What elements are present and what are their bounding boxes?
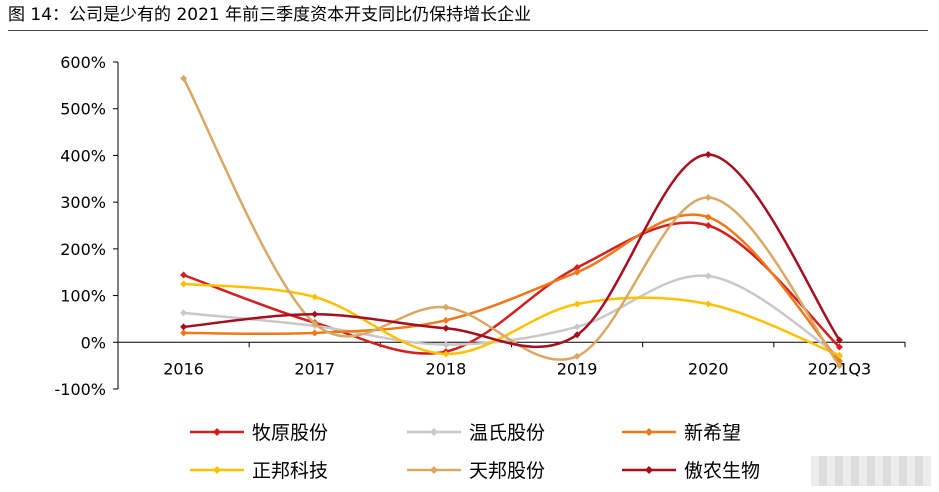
legend-item: 正邦科技 (190, 460, 328, 482)
data-point-marker (704, 300, 712, 308)
x-tick-label: 2019 (557, 359, 598, 378)
series-6 (180, 150, 843, 349)
data-point-marker (180, 329, 188, 337)
data-point-marker (704, 193, 712, 201)
series-line (183, 213, 841, 362)
legend-marker (213, 428, 221, 436)
data-point-marker (442, 303, 450, 311)
legend-label: 牧原股份 (252, 422, 328, 444)
data-point-marker (180, 280, 188, 288)
y-tick-label: 100% (60, 287, 106, 306)
data-point-marker (442, 316, 450, 324)
title-divider (8, 30, 928, 31)
data-point-marker (835, 362, 843, 370)
legend-item: 温氏股份 (407, 422, 545, 444)
series-3 (180, 213, 843, 365)
data-point-marker (442, 350, 450, 358)
y-tick-label: 600% (60, 53, 106, 72)
data-point-marker (704, 222, 712, 229)
legend-label: 正邦科技 (252, 460, 328, 482)
data-point-marker (573, 264, 581, 272)
x-tick-label: 2016 (163, 359, 204, 378)
data-point-marker (573, 331, 581, 339)
data-point-marker (180, 323, 188, 331)
series-line (183, 274, 841, 358)
data-point-marker (835, 351, 843, 359)
x-tick-label: 2017 (294, 359, 335, 378)
y-tick-label: 200% (60, 240, 106, 259)
data-point-marker (311, 293, 319, 301)
data-point-marker (573, 300, 581, 308)
x-tick-label: 2020 (688, 359, 729, 378)
legend-marker (430, 466, 438, 474)
legend-marker (213, 466, 221, 474)
data-point-marker (311, 310, 319, 318)
watermark (811, 456, 931, 486)
series-line (183, 153, 841, 349)
data-point-marker (311, 320, 319, 328)
y-tick-label: 300% (60, 193, 106, 212)
legend-marker (645, 428, 653, 436)
legend-item: 天邦股份 (407, 460, 545, 482)
data-point-marker (573, 352, 581, 360)
figure-title: 图 14：公司是少有的 2021 年前三季度资本开支同比仍保持增长企业 (8, 5, 532, 25)
legend-item: 牧原股份 (190, 422, 328, 444)
data-point-marker (573, 268, 581, 276)
data-point-marker (573, 323, 581, 331)
y-tick-label: 0% (81, 333, 106, 352)
y-tick-label: 400% (60, 146, 106, 165)
legend-marker (645, 466, 653, 474)
data-point-marker (311, 329, 319, 337)
legend-item: 傲农生物 (622, 460, 760, 482)
data-point-marker (180, 309, 188, 317)
data-point-marker (180, 74, 188, 82)
data-point-marker (180, 271, 188, 279)
data-point-marker (835, 343, 843, 351)
data-point-marker (704, 213, 712, 221)
series-line (183, 282, 840, 357)
data-point-marker (442, 341, 450, 349)
series-4 (180, 280, 843, 359)
series-5 (180, 74, 843, 370)
x-tick-label: 2018 (426, 359, 467, 378)
data-point-marker (704, 150, 712, 158)
y-tick-label: -100% (54, 380, 106, 399)
data-point-marker (442, 324, 450, 332)
legend-marker (430, 428, 438, 436)
series-line (183, 221, 841, 355)
legend-label: 天邦股份 (469, 460, 545, 482)
legend-label: 温氏股份 (469, 422, 545, 444)
data-point-marker (704, 272, 712, 280)
y-tick-label: 500% (60, 100, 106, 119)
data-point-marker (835, 336, 843, 344)
legend-label: 新希望 (684, 422, 741, 444)
legend-label: 傲农生物 (684, 460, 760, 482)
legend-item: 新希望 (622, 422, 741, 444)
